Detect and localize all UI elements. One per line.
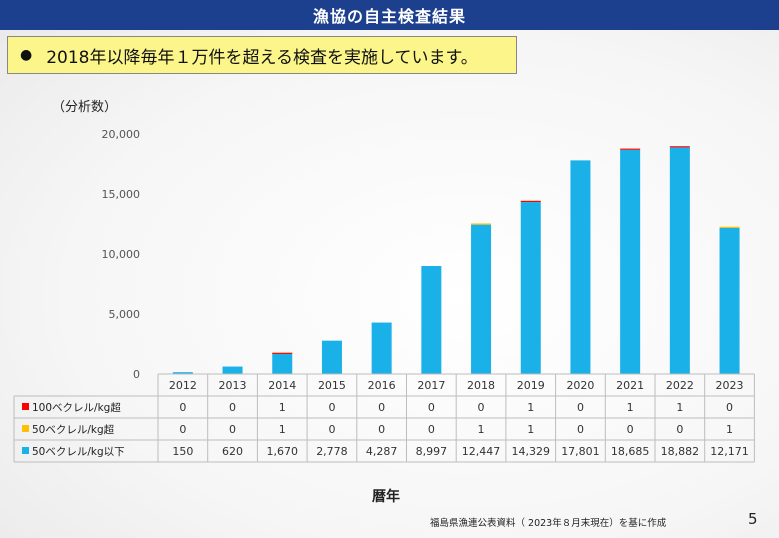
data-label: 1 [527, 423, 534, 436]
callout-text: 2018年以降毎年１万件を超える検査を実施しています。 [46, 47, 478, 68]
data-label: 1 [726, 423, 733, 436]
data-label: 0 [428, 423, 435, 436]
bar [669, 147, 690, 374]
data-label: 0 [676, 423, 683, 436]
data-label: 0 [478, 401, 485, 414]
data-label: 150 [172, 445, 193, 458]
data-label: 620 [222, 445, 243, 458]
legend-label: 50ベクレル/kg超 [32, 423, 115, 436]
data-label: 0 [428, 401, 435, 414]
data-label: 0 [179, 401, 186, 414]
data-label: 0 [328, 423, 335, 436]
bar [172, 372, 193, 374]
legend-swatch [22, 425, 29, 432]
data-label: 14,329 [512, 445, 551, 458]
x-tick-label: 2015 [318, 379, 346, 392]
bar [371, 322, 392, 374]
data-label: 0 [577, 401, 584, 414]
y-tick-label: 5,000 [109, 308, 141, 321]
bar [421, 266, 442, 374]
data-label: 1 [478, 423, 485, 436]
bar [321, 340, 342, 374]
legend-label: 100ベクレル/kg超 [32, 401, 121, 414]
bar [272, 352, 293, 354]
bar [471, 224, 492, 374]
bar [570, 160, 591, 374]
x-tick-label: 2018 [467, 379, 495, 392]
data-label: 1 [279, 423, 286, 436]
data-label: 0 [378, 423, 385, 436]
callout-box: ● 2018年以降毎年１万件を超える検査を実施しています。 [7, 36, 517, 74]
bar [471, 223, 492, 225]
data-label: 1 [527, 401, 534, 414]
data-label: 1,670 [267, 445, 299, 458]
x-axis-title: 暦年 [372, 489, 400, 505]
y-tick-label: 20,000 [102, 128, 141, 141]
data-label: 0 [577, 423, 584, 436]
data-table: 2012 2013 2014 2015 2016 2017 2018 2019 2020 2021… [13, 373, 755, 463]
data-label: 1 [676, 401, 683, 414]
x-tick-label: 2023 [716, 379, 744, 392]
bar [620, 148, 641, 150]
y-tick-label: 0 [133, 368, 140, 381]
data-label: 0 [328, 401, 335, 414]
data-label: 0 [627, 423, 634, 436]
bullet-icon: ● [20, 47, 33, 63]
bar [669, 146, 690, 148]
bar [222, 366, 243, 374]
legend-swatch [22, 403, 29, 410]
x-tick-label: 2021 [616, 379, 644, 392]
bar [272, 353, 293, 374]
x-tick-label: 2020 [566, 379, 594, 392]
data-label: 4,287 [366, 445, 398, 458]
bar [620, 149, 641, 374]
page-number: 5 [748, 510, 758, 528]
data-label: 0 [726, 401, 733, 414]
data-label: 0 [229, 423, 236, 436]
data-label: 17,801 [561, 445, 600, 458]
data-label: 0 [229, 401, 236, 414]
data-label: 0 [378, 401, 385, 414]
bar [520, 202, 541, 374]
x-tick-label: 2013 [219, 379, 247, 392]
x-tick-label: 2017 [417, 379, 445, 392]
y-tick-label: 10,000 [102, 248, 141, 261]
x-tick-label: 2019 [517, 379, 545, 392]
y-axis-unit: （分析数） [52, 100, 118, 115]
data-label: 18,685 [611, 445, 650, 458]
slide-title-text: 漁協の自主検査結果 [312, 7, 466, 26]
x-tick-label: 2016 [368, 379, 396, 392]
legend-swatch [22, 447, 29, 454]
y-tick-labels: 0 5,000 10,000 15,000 20,000 [102, 128, 141, 381]
bar [719, 226, 740, 228]
slide-title: 漁協の自主検査結果 [0, 0, 779, 30]
legend-label: 50ベクレル/kg以下 [32, 446, 125, 458]
bar [520, 200, 541, 203]
y-tick-label: 15,000 [102, 188, 141, 201]
data-label: 8,997 [416, 445, 448, 458]
data-label: 0 [179, 423, 186, 436]
x-tick-label: 2012 [169, 379, 197, 392]
data-label: 12,171 [710, 445, 749, 458]
bar [719, 227, 740, 374]
data-label: 1 [627, 401, 634, 414]
data-label: 12,447 [462, 445, 501, 458]
x-tick-label: 2022 [666, 379, 694, 392]
x-tick-label: 2014 [268, 379, 296, 392]
data-label: 1 [279, 401, 286, 414]
data-label: 18,882 [661, 445, 700, 458]
bar-group [172, 146, 740, 374]
source-note: 福島県漁連公表資料（ 2023年８月末現在）を基に作成 [430, 518, 667, 529]
data-label: 2,778 [316, 445, 348, 458]
